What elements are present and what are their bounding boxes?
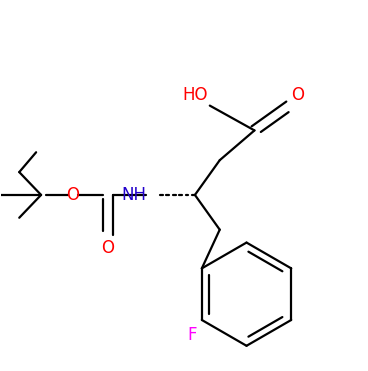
Text: F: F [187,326,197,344]
Text: O: O [291,86,304,104]
Text: O: O [66,186,79,204]
Text: HO: HO [182,86,208,104]
Text: NH: NH [121,186,146,204]
Text: O: O [101,239,114,257]
